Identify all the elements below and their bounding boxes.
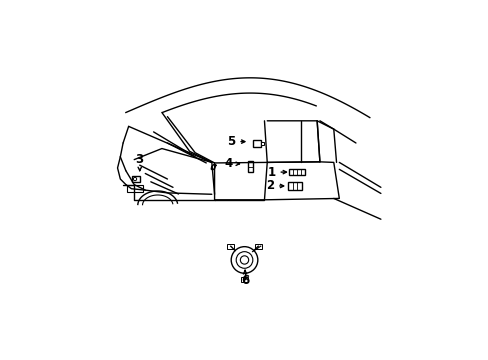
Bar: [241, 277, 247, 282]
Circle shape: [231, 247, 257, 273]
Bar: [247, 161, 253, 172]
Bar: [127, 185, 142, 192]
Bar: [254, 244, 261, 249]
Text: 4: 4: [224, 157, 232, 170]
Circle shape: [240, 256, 248, 264]
Bar: [287, 182, 301, 190]
Text: 3: 3: [135, 153, 143, 166]
Text: 6: 6: [241, 274, 249, 287]
Text: 2: 2: [265, 179, 273, 193]
Text: 1: 1: [267, 166, 275, 179]
Circle shape: [133, 177, 137, 181]
Text: 5: 5: [226, 135, 235, 148]
Bar: [227, 244, 234, 249]
Bar: [132, 176, 140, 182]
Bar: [288, 169, 305, 175]
Bar: [253, 140, 261, 147]
Circle shape: [236, 252, 252, 268]
Bar: [261, 142, 263, 145]
